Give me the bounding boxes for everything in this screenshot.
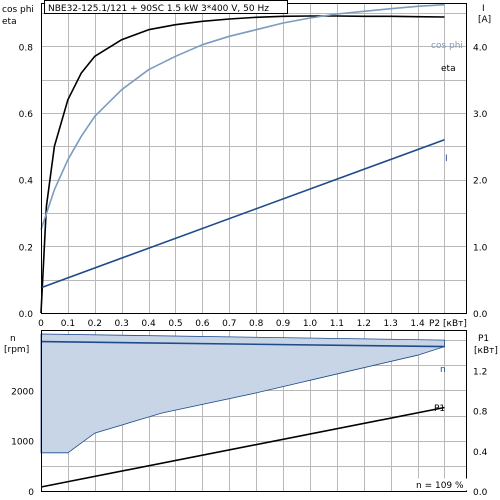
left-axis-title-rpm: [rpm]	[4, 345, 29, 355]
series-i-line	[40, 138, 445, 289]
top-left-tick-label: 0.2	[19, 243, 33, 253]
bottom-left-tick-label: 0	[28, 488, 34, 498]
footer-note-box	[410, 478, 468, 491]
top-right-tick-label: 3.0	[473, 110, 488, 120]
bottom-right-tick-label: 1.2	[473, 367, 487, 377]
x-tick-label: 0.8	[249, 319, 264, 329]
series-label-n: n	[440, 365, 446, 375]
x-tick-label: 1.2	[357, 319, 371, 329]
x-tick-label: 0.1	[61, 319, 75, 329]
series-p1-line	[40, 406, 445, 488]
bottom-right-tick-label: 0.4	[473, 448, 488, 458]
top-right-tick-label: 1.0	[473, 243, 488, 253]
left-axis-title-n: n	[10, 334, 16, 344]
top-right-tick-label: 4.0	[473, 43, 488, 53]
top-left-tick-label: 0.8	[19, 43, 34, 53]
top-left-tick-label: 0.4	[19, 177, 34, 187]
bottom-plot-frame	[41, 330, 467, 492]
x-tick-label: 1.3	[384, 319, 398, 329]
top-left-tick-label: 0.0	[19, 310, 34, 320]
speed-range-band	[40, 333, 445, 454]
series-eta-line	[40, 15, 445, 314]
x-tick-label: 0	[38, 319, 44, 329]
x-tick-label: 0.5	[168, 319, 182, 329]
x-axis-end-label: P2 [кВт]	[429, 319, 467, 329]
bottom-right-tick-label: 0.8	[473, 408, 488, 418]
right-axis-title-i: I	[482, 4, 485, 14]
speed-band-layer	[40, 333, 445, 454]
series-label-cos-phi: cos phi	[431, 41, 463, 51]
top-right-tick-label: 2.0	[473, 177, 488, 187]
series-label-eta: eta	[441, 64, 456, 74]
bottom-right-tick-label: 0.0	[473, 488, 488, 498]
right-axis-title-a-unit: [A]	[478, 15, 491, 25]
series-label-current: I	[445, 154, 448, 164]
right-axis-title-p1: P1	[478, 334, 489, 344]
x-tick-label: 0.9	[276, 319, 291, 329]
top-right-tick-label: 0.0	[473, 310, 488, 320]
x-tick-label: 1.1	[330, 319, 344, 329]
right-axis-title-kw-unit: [кВт]	[474, 346, 498, 356]
left-axis-title-eta: eta	[2, 17, 17, 27]
x-tick-label: 1.0	[303, 319, 318, 329]
title-box	[44, 0, 288, 14]
series-n-line	[40, 340, 445, 348]
speed-percent-note: n = 109 %	[416, 481, 464, 491]
x-tick-label: 1.4	[410, 319, 425, 329]
top-left-tick-label: 0.6	[19, 110, 34, 120]
bottom-left-tick-label: 2000	[11, 387, 34, 397]
bottom-left-tick-label: 1000	[11, 438, 34, 448]
series-cos-phi-line	[40, 3, 445, 230]
chart-title: NBE32-125.1/121 + 90SC 1.5 kW 3*400 V, 5…	[48, 4, 269, 14]
series-label-p1: P1	[434, 404, 445, 414]
x-tick-label: 0.6	[195, 319, 210, 329]
series-layer	[40, 3, 445, 488]
left-axis-title-cos-phi: cos phi	[2, 5, 34, 15]
x-tick-label: 0.7	[222, 319, 236, 329]
x-tick-label: 0.4	[141, 319, 156, 329]
x-tick-label: 0.3	[115, 319, 129, 329]
x-tick-label: 0.2	[88, 319, 102, 329]
